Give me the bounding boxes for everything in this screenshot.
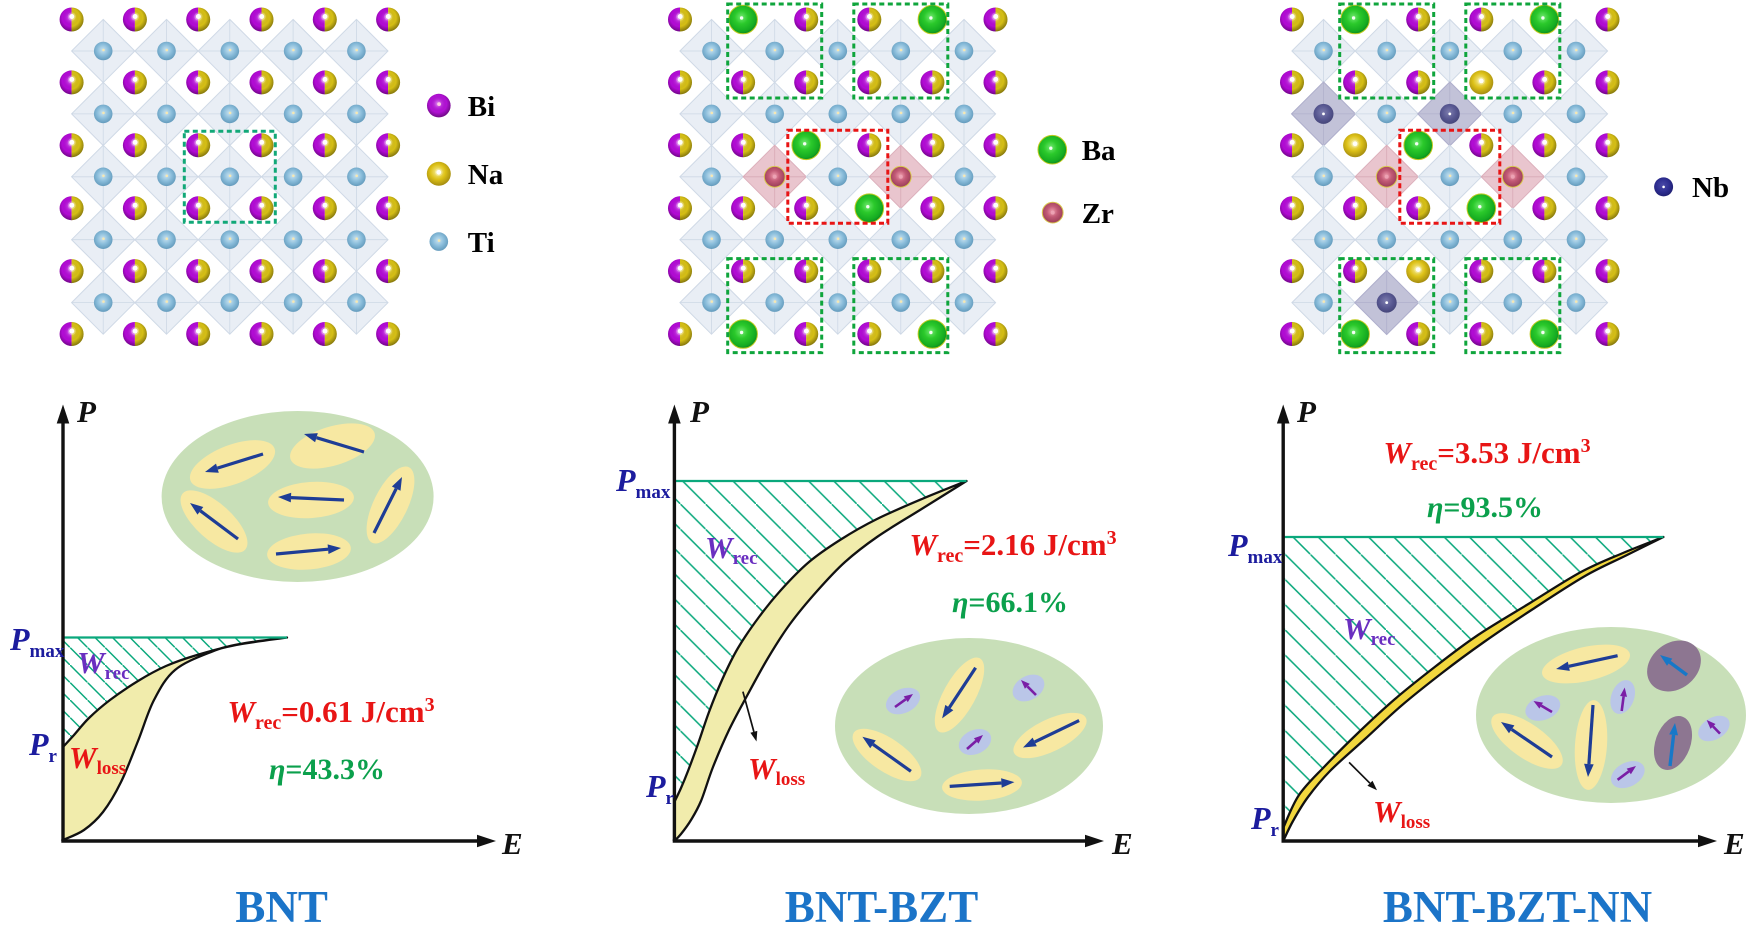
svg-text:E: E	[501, 826, 523, 861]
svg-text:η=93.5%: η=93.5%	[1427, 491, 1543, 524]
svg-text:Wrec=2.16 J/cm3: Wrec=2.16 J/cm3	[909, 527, 1116, 567]
svg-text:BNT: BNT	[235, 882, 328, 927]
svg-text:Bi: Bi	[468, 91, 495, 123]
svg-text:E: E	[1723, 826, 1745, 861]
svg-text:BNT-BZT: BNT-BZT	[785, 882, 978, 927]
svg-text:Ba: Ba	[1082, 135, 1116, 167]
svg-text:η=43.3%: η=43.3%	[269, 753, 385, 786]
svg-text:Nb: Nb	[1692, 172, 1729, 204]
svg-text:E: E	[1111, 826, 1133, 861]
svg-text:BNT-BZT-NN: BNT-BZT-NN	[1383, 882, 1652, 927]
svg-text:Zr: Zr	[1082, 198, 1114, 230]
svg-text:Wrec: Wrec	[77, 645, 130, 684]
svg-text:Pr: Pr	[1250, 800, 1280, 841]
svg-text:Na: Na	[468, 159, 504, 191]
svg-text:Wrec=0.61 J/cm3: Wrec=0.61 J/cm3	[227, 694, 434, 734]
svg-text:η=66.1%: η=66.1%	[952, 586, 1068, 619]
svg-text:P: P	[689, 394, 710, 429]
svg-text:P: P	[76, 394, 97, 429]
svg-text:Ti: Ti	[468, 227, 495, 259]
svg-text:Wrec=3.53 J/cm3: Wrec=3.53 J/cm3	[1383, 435, 1590, 475]
svg-text:P: P	[1296, 394, 1317, 429]
